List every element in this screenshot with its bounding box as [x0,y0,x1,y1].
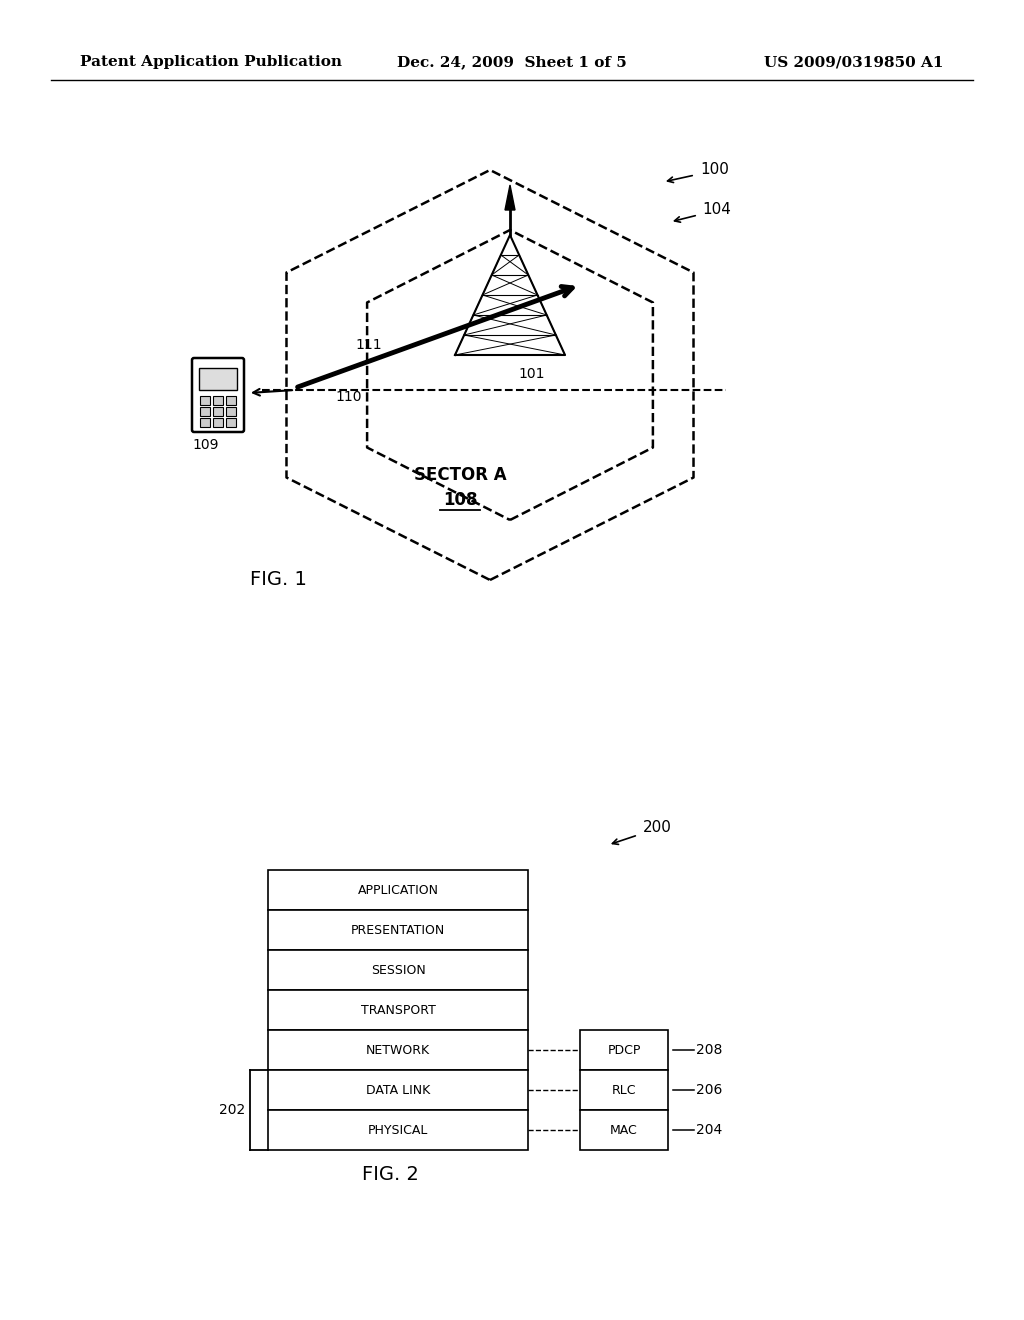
Text: Dec. 24, 2009  Sheet 1 of 5: Dec. 24, 2009 Sheet 1 of 5 [397,55,627,69]
Text: 104: 104 [702,202,731,218]
Bar [226,396,236,405]
Bar [199,368,237,391]
Text: DATA LINK: DATA LINK [366,1084,430,1097]
Text: 109: 109 [193,438,218,451]
Bar [580,1110,668,1150]
Text: 204: 204 [696,1123,722,1137]
Text: MAC: MAC [610,1123,638,1137]
Text: FIG. 1: FIG. 1 [250,570,307,589]
Text: US 2009/0319850 A1: US 2009/0319850 A1 [765,55,944,69]
Polygon shape [455,235,565,355]
Bar [268,990,528,1030]
Bar [580,1030,668,1071]
Text: 206: 206 [696,1082,722,1097]
Text: PHYSICAL: PHYSICAL [368,1123,428,1137]
Bar [200,396,210,405]
Text: FIG. 2: FIG. 2 [361,1166,419,1184]
Text: RLC: RLC [611,1084,636,1097]
Bar [226,407,236,416]
Text: 101: 101 [518,367,545,381]
Text: APPLICATION: APPLICATION [357,883,438,896]
Text: 208: 208 [696,1043,722,1057]
Text: 108: 108 [442,491,477,510]
Text: 110: 110 [335,389,361,404]
Text: TRANSPORT: TRANSPORT [360,1003,435,1016]
Bar [213,407,223,416]
Bar [213,418,223,426]
Bar [200,407,210,416]
Text: Patent Application Publication: Patent Application Publication [80,55,342,69]
FancyBboxPatch shape [193,358,244,432]
Text: SECTOR A: SECTOR A [414,466,506,484]
Text: 202: 202 [219,1104,245,1117]
Text: SESSION: SESSION [371,964,425,977]
Bar [268,870,528,909]
Text: PRESENTATION: PRESENTATION [351,924,445,936]
Text: 100: 100 [700,162,729,177]
Bar [268,1030,528,1071]
Bar [580,1071,668,1110]
Bar [268,909,528,950]
Text: PDCP: PDCP [607,1044,641,1056]
Bar [213,396,223,405]
Polygon shape [505,185,515,210]
Bar [268,950,528,990]
Text: 111: 111 [355,338,382,352]
Bar [268,1071,528,1110]
Bar [268,1110,528,1150]
Bar [226,418,236,426]
Bar [200,418,210,426]
Text: 200: 200 [643,821,672,836]
Text: NETWORK: NETWORK [366,1044,430,1056]
